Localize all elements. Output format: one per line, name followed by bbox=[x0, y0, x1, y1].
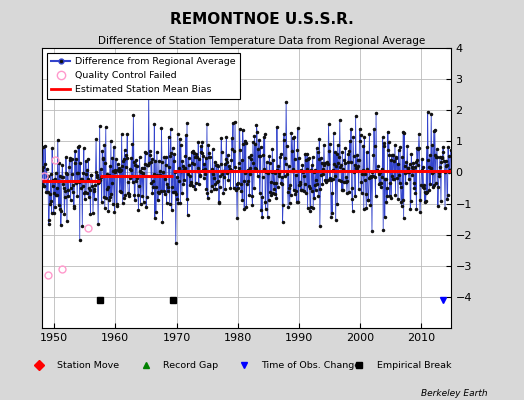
Text: Empirical Break: Empirical Break bbox=[377, 361, 452, 370]
Legend: Difference from Regional Average, Quality Control Failed, Estimated Station Mean: Difference from Regional Average, Qualit… bbox=[47, 53, 241, 99]
Text: Berkeley Earth: Berkeley Earth bbox=[421, 389, 487, 398]
Text: Station Move: Station Move bbox=[57, 361, 119, 370]
Text: REMONTNOE U.S.S.R.: REMONTNOE U.S.S.R. bbox=[170, 12, 354, 27]
Text: Record Gap: Record Gap bbox=[163, 361, 219, 370]
Text: Time of Obs. Change: Time of Obs. Change bbox=[261, 361, 361, 370]
Text: Difference of Station Temperature Data from Regional Average: Difference of Station Temperature Data f… bbox=[99, 36, 425, 46]
